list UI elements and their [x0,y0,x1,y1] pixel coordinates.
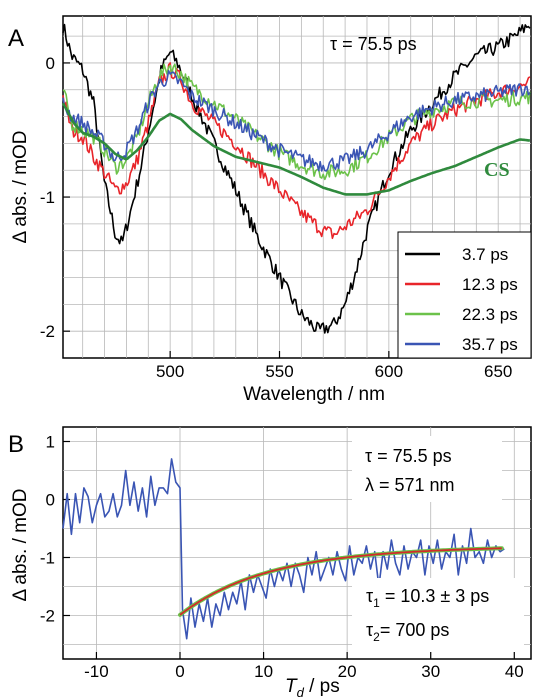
y-tick-label: -2 [40,607,55,626]
y-tick-label: -2 [40,322,55,341]
panel-a-label: A [8,25,24,52]
panel-b-y-axis-label: Δ abs. / mOD [10,489,31,602]
panel-b-lambda-annotation: λ = 571 nm [365,475,455,495]
x-tick-label: 550 [265,362,293,381]
x-tick-label: 0 [175,662,184,681]
legend-entry: 12.3 ps [462,275,518,294]
series-line-35_7-ps [62,70,531,172]
series-line-22_3-ps [62,63,531,181]
y-tick-label: 1 [46,433,55,452]
panel-b-series [62,458,505,640]
y-tick-label: 0 [46,54,55,73]
tau2-annotation: τ2= 700 ps [366,620,449,644]
panel-a-series [61,23,531,334]
panel-a-y-axis-label: Δ abs. / mOD [10,131,31,244]
legend-entry: 3.7 ps [462,245,508,264]
x-tick-label: 650 [484,362,512,381]
panel-a-grid [63,16,531,358]
x-tick-label: 30 [421,662,440,681]
x-tick-label: 40 [505,662,524,681]
x-tick-label: 20 [338,662,357,681]
panel-a-plot-area [62,15,532,359]
panel-b-label: B [8,431,24,458]
cs-label: CS [484,159,510,181]
x-tick-label: 10 [254,662,273,681]
fit-curve [179,547,502,616]
panel-a-ticks: 500 550 600 650 0 -1 -2 [40,54,513,381]
panel-b-x-axis-label: Td / ps [285,676,340,698]
x-tick-label: 600 [375,362,403,381]
series-line-cs [61,102,531,196]
panel-a-legend: 3.7 ps 12.3 ps 22.3 ps 35.7 ps [397,231,532,359]
panel-b-tau-annotation: τ = 75.5 ps [365,446,452,466]
y-tick-label: -1 [40,188,55,207]
panel-a-tau-annotation: τ = 75.5 ps [330,34,417,54]
legend-entry: 35.7 ps [462,335,518,354]
tau1-annotation: τ1 = 10.3 ± 3 ps [366,586,489,610]
panel-a-x-axis-label: Wavelength / nm [243,384,385,405]
panel-a: 500 550 600 650 0 -1 -2 A τ = 75.5 ps CS 3.7 p… [8,15,532,405]
series-line-12_3-ps [62,62,531,240]
legend-entry: 22.3 ps [462,305,518,324]
series-line-3_7-ps [62,23,531,334]
x-tick-label: -10 [84,662,109,681]
x-tick-label: 500 [156,362,184,381]
y-tick-label: -1 [40,549,55,568]
panel-b-plot-area [62,426,532,660]
y-tick-label: 0 [46,491,55,510]
